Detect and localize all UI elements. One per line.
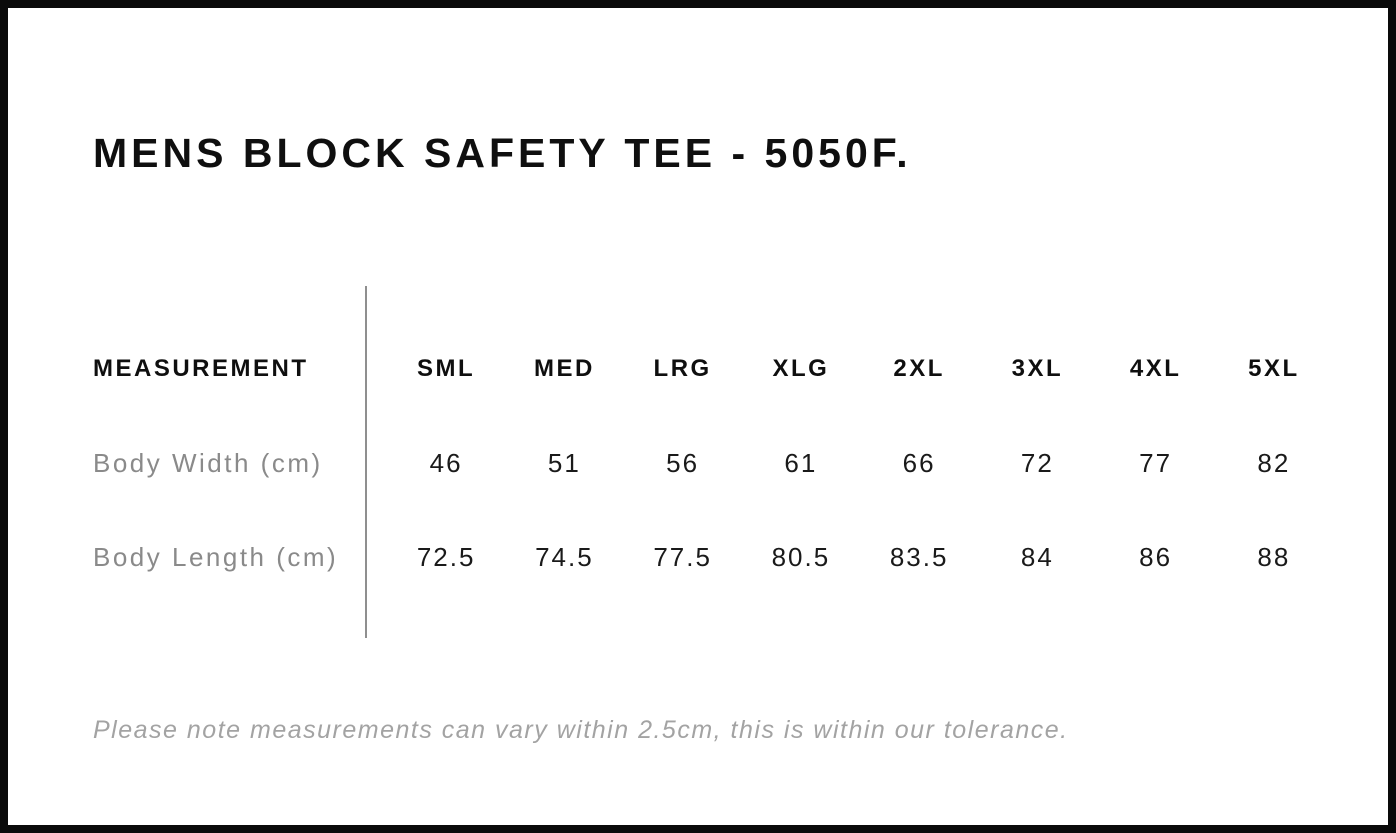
body-width-4xl: 77 xyxy=(1139,447,1173,478)
row-label-body-length: Body Length (cm) xyxy=(93,541,339,572)
tolerance-note: Please note measurements can vary within… xyxy=(93,716,1069,744)
body-length-med: 74.5 xyxy=(535,541,594,572)
body-length-4xl: 86 xyxy=(1139,541,1173,572)
column-header-xlg: XLG xyxy=(772,355,830,382)
body-width-lrg: 56 xyxy=(666,447,700,478)
body-width-xlg: 61 xyxy=(784,447,818,478)
column-header-lrg: LRG xyxy=(653,355,712,382)
column-header-2xl: 2XL xyxy=(893,355,945,382)
column-header-4xl: 4XL xyxy=(1129,355,1182,382)
body-length-xlg: 80.5 xyxy=(771,541,831,572)
body-width-5xl: 82 xyxy=(1257,447,1291,478)
body-length-lrg: 77.5 xyxy=(653,541,712,572)
column-header-3xl: 3XL xyxy=(1011,355,1064,382)
size-table: MEASUREMENT SML MED LRG XLG 2XL 3XL 4XL … xyxy=(93,322,1333,604)
body-width-sml: 46 xyxy=(429,447,463,478)
body-length-sml: 72.5 xyxy=(416,541,476,572)
row-label-body-width: Body Width (cm) xyxy=(93,447,323,478)
column-header-med: MED xyxy=(533,355,595,382)
body-length-5xl: 88 xyxy=(1257,541,1291,572)
column-header-measurement: MEASUREMENT xyxy=(93,355,309,382)
body-length-3xl: 84 xyxy=(1020,541,1054,572)
body-width-med: 51 xyxy=(547,447,581,478)
column-header-sml: SML xyxy=(417,355,476,382)
body-width-2xl: 66 xyxy=(902,447,936,478)
column-header-5xl: 5XL xyxy=(1248,355,1300,382)
table-vertical-divider xyxy=(365,286,367,638)
body-width-3xl: 72 xyxy=(1020,447,1054,478)
body-length-2xl: 83.5 xyxy=(889,541,949,572)
page-title: MENS BLOCK SAFETY TEE - 5050F. xyxy=(93,130,912,177)
